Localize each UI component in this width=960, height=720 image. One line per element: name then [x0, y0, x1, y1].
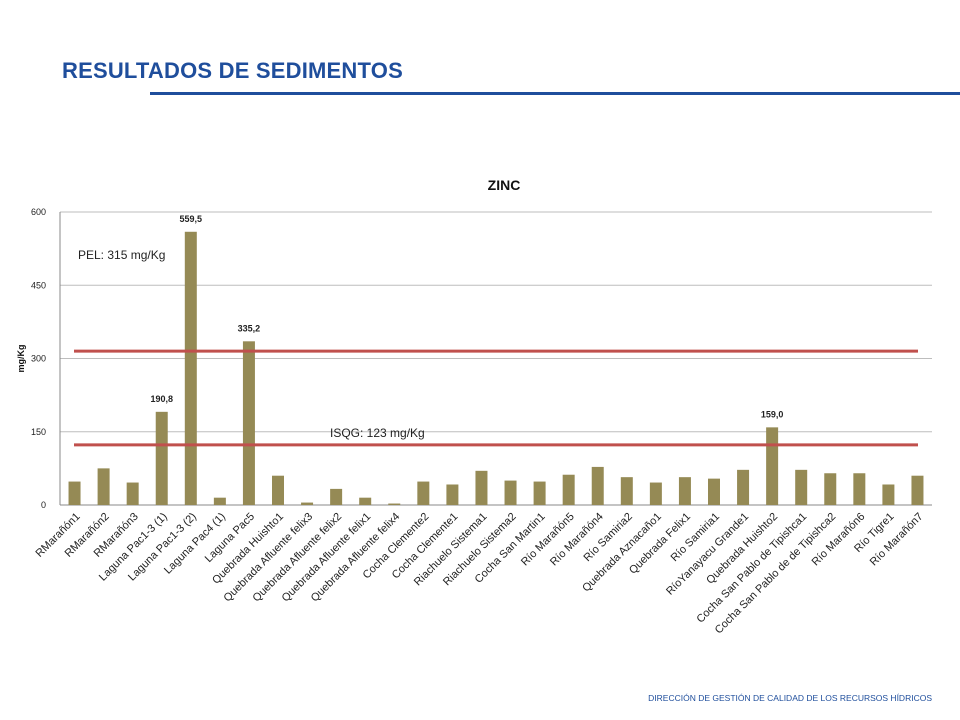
data-label: 159,0: [761, 409, 784, 419]
bar: [97, 468, 110, 505]
data-label: 559,5: [180, 214, 203, 224]
bar: [649, 482, 662, 505]
bar: [446, 484, 459, 505]
bar: [678, 477, 691, 505]
zinc-bar-chart: ZINC0150300450600mg/KgRMarañón1RMarañón2…: [16, 177, 932, 636]
category-label: Río Marañón7: [868, 511, 926, 569]
bar: [533, 481, 546, 505]
bar: [766, 427, 779, 505]
bar: [795, 469, 808, 505]
threshold-label: ISQG: 123 mg/Kg: [330, 426, 425, 440]
y-tick-label: 0: [41, 500, 46, 510]
bar: [184, 231, 197, 505]
bar: [301, 502, 314, 505]
bar: [68, 481, 81, 505]
chart-title: ZINC: [488, 177, 521, 193]
bar: [126, 482, 139, 505]
bar: [882, 484, 895, 505]
bar: [417, 481, 430, 505]
y-tick-label: 600: [31, 207, 46, 217]
title-underline: [150, 92, 960, 95]
threshold-label: PEL: 315 mg/Kg: [78, 248, 165, 262]
bar: [155, 411, 168, 505]
bar: [591, 466, 604, 505]
y-tick-label: 150: [31, 427, 46, 437]
y-axis-label: mg/Kg: [16, 345, 26, 373]
y-tick-label: 450: [31, 280, 46, 290]
bar: [272, 475, 284, 505]
data-label: 190,8: [150, 394, 173, 404]
bar: [620, 477, 633, 505]
bar: [213, 497, 226, 505]
bar: [475, 470, 488, 505]
y-tick-label: 300: [31, 354, 46, 364]
bar: [562, 474, 575, 505]
bar: [708, 478, 720, 505]
footer-text: DIRECCIÓN DE GESTIÓN DE CALIDAD DE LOS R…: [648, 693, 932, 703]
bar: [737, 469, 750, 505]
bar: [824, 473, 837, 505]
bar: [242, 341, 255, 505]
bar: [388, 503, 401, 505]
bar: [911, 475, 924, 505]
bar: [504, 480, 517, 505]
page-title: RESULTADOS DE SEDIMENTOS: [62, 58, 403, 83]
bar: [359, 497, 372, 505]
bar: [330, 488, 343, 505]
bar: [853, 473, 866, 505]
data-label: 335,2: [238, 323, 261, 333]
